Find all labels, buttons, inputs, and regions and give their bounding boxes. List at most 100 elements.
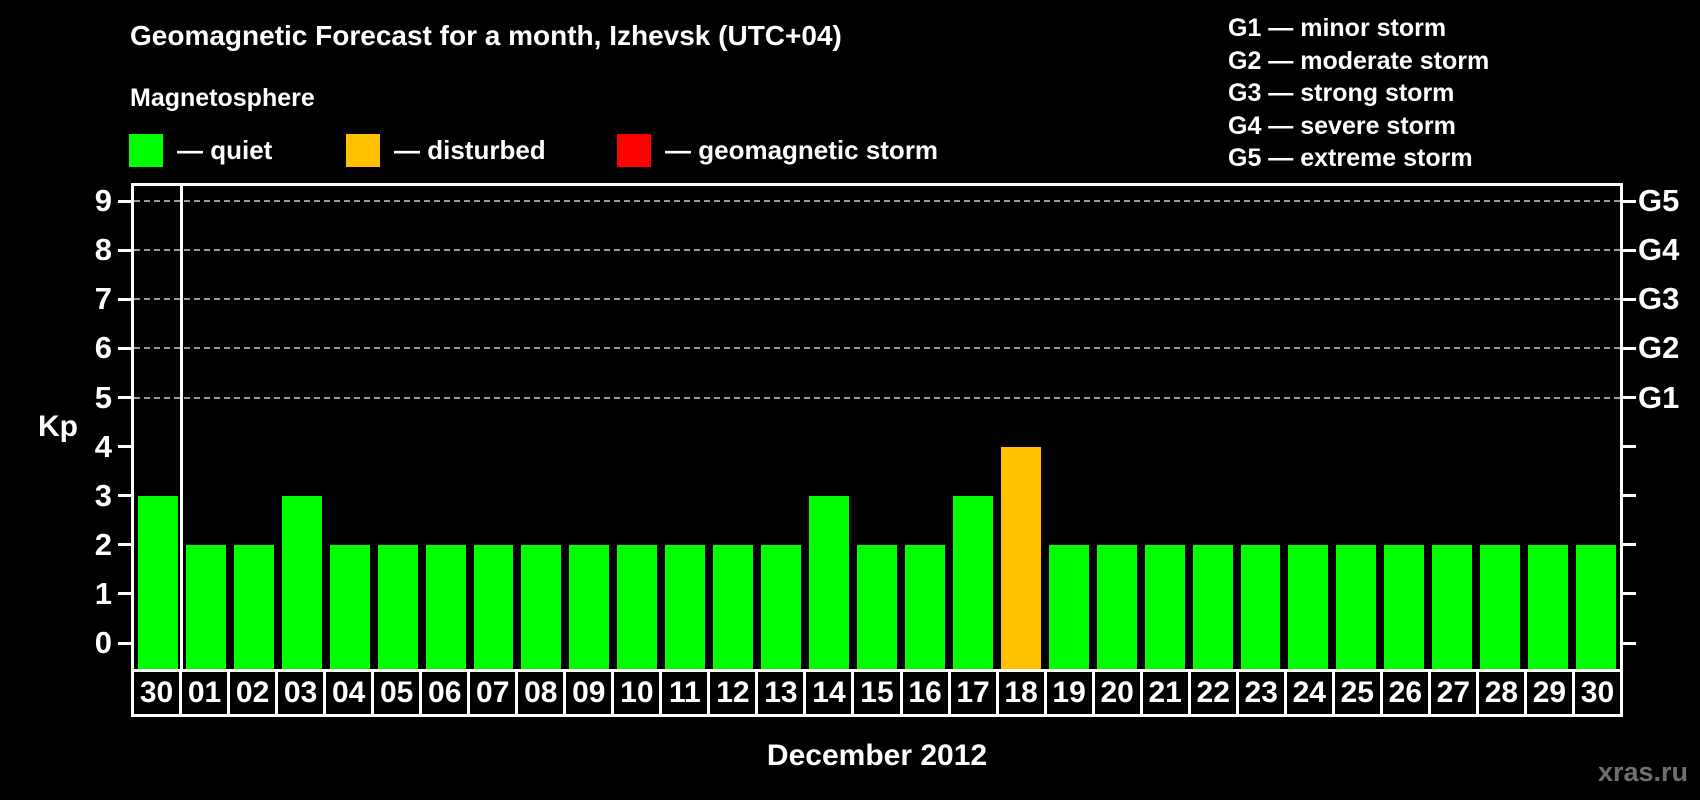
y-axis-label-7: 7 <box>94 281 112 317</box>
day-label-17: 17 <box>947 669 999 717</box>
gridline-kp6 <box>134 347 1620 350</box>
left-tick-kp5 <box>118 396 131 399</box>
bar-day-17 <box>952 495 993 669</box>
legend-item-quiet: — quiet <box>129 134 272 167</box>
right-tick-kp6 <box>1623 346 1636 350</box>
right-tick-kp4 <box>1623 445 1636 449</box>
gridline-kp7 <box>134 298 1620 301</box>
day-label-02: 02 <box>227 669 279 717</box>
day-label-28: 28 <box>1475 669 1527 717</box>
day-label-03: 03 <box>275 669 327 717</box>
bar-day-29 <box>1528 544 1569 669</box>
day-label-07: 07 <box>467 669 519 717</box>
day-label-27: 27 <box>1427 669 1479 717</box>
bar-day-28 <box>1480 544 1521 669</box>
bar-day-11 <box>665 544 706 669</box>
disturbed-color-swatch <box>346 134 380 167</box>
x-axis-title: December 2012 <box>766 739 988 772</box>
bar-day-30-prev-month <box>138 495 178 669</box>
right-tick-kp2 <box>1623 543 1636 547</box>
g-legend-row-g5: G5 — extreme storm <box>1228 144 1473 172</box>
y-axis-label-6: 6 <box>94 330 112 366</box>
bar-day-12 <box>713 544 754 669</box>
day-label-24: 24 <box>1283 669 1335 717</box>
gridline-kp5 <box>134 396 1620 399</box>
bar-day-19 <box>1048 544 1089 669</box>
day-label-09: 09 <box>563 669 615 717</box>
day-label-22: 22 <box>1187 669 1239 717</box>
day-label-23: 23 <box>1235 669 1287 717</box>
bar-day-18 <box>1000 446 1041 669</box>
day-label-20: 20 <box>1091 669 1143 717</box>
day-label-14: 14 <box>803 669 855 717</box>
quiet-color-swatch <box>129 134 163 167</box>
bar-day-04 <box>329 544 370 669</box>
day-label-12: 12 <box>707 669 759 717</box>
bar-day-02 <box>233 544 274 669</box>
day-label-13: 13 <box>755 669 807 717</box>
left-tick-kp1 <box>118 592 131 596</box>
bar-day-14 <box>809 495 850 669</box>
left-tick-kp3 <box>118 494 131 498</box>
y-axis-label-8: 8 <box>94 232 112 268</box>
g-legend-row-g2: G2 — moderate storm <box>1228 46 1490 75</box>
bar-day-06 <box>425 544 466 669</box>
bar-day-15 <box>857 544 897 669</box>
y-axis-label-0: 0 <box>94 625 112 660</box>
gridline-kp9 <box>134 200 1620 203</box>
y-axis-label-5: 5 <box>94 379 112 415</box>
day-label-16: 16 <box>899 669 951 717</box>
day-label-04: 04 <box>323 669 375 717</box>
bar-day-03 <box>281 495 322 669</box>
right-axis-label-g1: G1 <box>1638 379 1680 415</box>
day-label-21: 21 <box>1139 669 1191 717</box>
legend-item-storm: — geomagnetic storm <box>617 134 938 167</box>
bar-day-22 <box>1192 544 1233 669</box>
bar-day-16 <box>904 544 945 669</box>
y-axis-label-4: 4 <box>94 428 112 464</box>
y-axis-label-2: 2 <box>94 526 112 562</box>
right-axis-label-g4: G4 <box>1638 232 1680 268</box>
g-legend-row-g3: G3 — strong storm <box>1228 79 1455 107</box>
g-scale-legend: G1 — minor storm G2 — moderate storm G3 … <box>1228 12 1489 175</box>
left-tick-kp7 <box>118 297 131 301</box>
bar-day-13 <box>761 544 802 669</box>
right-tick-kp9 <box>1623 199 1636 203</box>
bar-day-07 <box>473 544 514 669</box>
left-tick-kp4 <box>118 445 131 449</box>
bar-day-30 <box>1576 544 1616 669</box>
day-label-19: 19 <box>1043 669 1095 717</box>
day-label-05: 05 <box>371 669 423 717</box>
day-label-15: 15 <box>851 669 903 717</box>
bar-day-08 <box>521 544 562 669</box>
legend-label-disturbed: — disturbed <box>394 135 546 165</box>
day-label-06: 06 <box>419 669 471 717</box>
y-axis-label-3: 3 <box>94 477 112 513</box>
y-axis-title: Kp <box>38 410 78 443</box>
y-axis-label-1: 1 <box>94 575 112 611</box>
day-label-29: 29 <box>1523 669 1575 717</box>
right-axis-label-g2: G2 <box>1638 330 1680 366</box>
legend-label-storm: — geomagnetic storm <box>665 135 939 165</box>
day-label-11: 11 <box>659 669 711 717</box>
bar-day-10 <box>617 544 658 669</box>
bar-day-21 <box>1144 544 1185 669</box>
left-tick-kp6 <box>118 346 131 350</box>
watermark: xras.ru <box>1597 757 1688 787</box>
storm-color-swatch <box>617 134 651 167</box>
day-label-30-prev-month: 30 <box>131 669 183 717</box>
right-tick-kp1 <box>1623 592 1636 596</box>
bar-day-23 <box>1240 544 1281 669</box>
magnetosphere-label: Magnetosphere <box>130 84 315 112</box>
gridline-kp8 <box>134 249 1620 252</box>
right-tick-kp0 <box>1623 641 1636 645</box>
right-tick-kp7 <box>1623 297 1636 301</box>
previous-month-separator <box>180 186 184 669</box>
bar-day-05 <box>377 544 418 669</box>
plot-area <box>118 183 1636 669</box>
day-label-18: 18 <box>995 669 1047 717</box>
g-legend-row-g4: G4 — severe storm <box>1228 111 1456 140</box>
day-label-08: 08 <box>515 669 567 717</box>
right-tick-kp3 <box>1623 494 1636 498</box>
bar-day-20 <box>1096 544 1137 669</box>
